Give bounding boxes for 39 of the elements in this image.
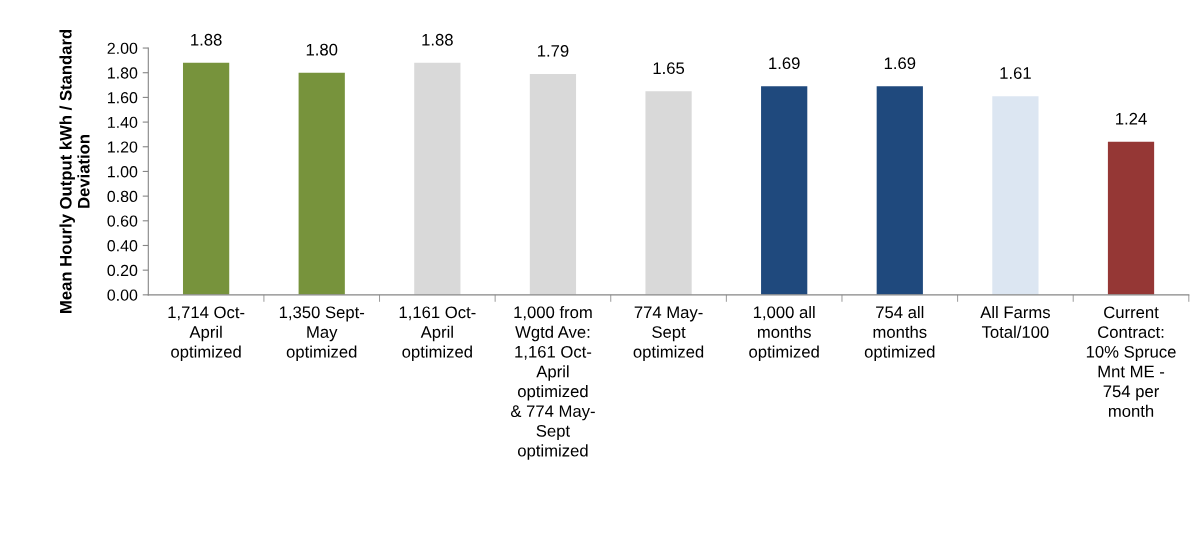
bar (1107, 141, 1155, 295)
bar (992, 96, 1039, 295)
bar (414, 62, 461, 295)
x-tick-label: Current Contract: 10% Spruce Mnt ME - 754 per month (1086, 306, 1176, 418)
data-label: 1.79 (538, 44, 569, 57)
data-label: 1.65 (653, 62, 685, 75)
y-tick-label: 0.20 (107, 264, 138, 277)
x-tick-label: 1,161 Oct- April optimized (399, 306, 476, 362)
bar (529, 73, 577, 295)
y-tick-label: 1.80 (108, 67, 138, 79)
x-tick-label: 1,000 all months optimized (749, 305, 819, 362)
x-tick-label: 774 May- Sept optimized (633, 306, 704, 362)
data-label: 1.88 (191, 33, 222, 46)
y-tick-label: 1.20 (108, 141, 138, 153)
bar (876, 86, 923, 295)
y-tick-label: 1.40 (108, 116, 138, 129)
x-tick-label: 1,000 from Wgtd Ave: 1,161 Oct- April optimized & 774 May- Sept optimized (510, 305, 595, 460)
y-tick-label: 1.00 (108, 166, 138, 178)
x-tick-label: All Farms Total/100 (980, 305, 1050, 338)
y-tick-label: 0.80 (107, 190, 138, 203)
bar (761, 86, 808, 295)
data-label: 1.88 (422, 33, 453, 46)
x-tick-label: 1,714 Oct- April optimized (168, 306, 245, 362)
x-tick-label: 754 all months optimized (864, 305, 935, 362)
bar (645, 91, 692, 295)
y-tick-label: 0.60 (107, 215, 138, 227)
y-tick-label: 0.40 (107, 240, 138, 252)
y-tick-label: 0.00 (107, 289, 138, 301)
data-label: 1.69 (884, 57, 916, 70)
data-label: 1.24 (1116, 112, 1147, 125)
bar (298, 72, 345, 295)
data-label: 1.69 (769, 57, 800, 70)
y-tick-label: 2.00 (107, 42, 138, 54)
bar (182, 62, 230, 295)
x-tick-label: 1,350 Sept- May optimized (279, 306, 365, 362)
y-tick-label: 1.60 (108, 92, 138, 104)
data-label: 1.80 (306, 43, 338, 56)
y-axis-title: Mean Hourly Output kWh / Standard Deviation (59, 29, 90, 313)
data-label: 1.61 (1000, 67, 1031, 79)
